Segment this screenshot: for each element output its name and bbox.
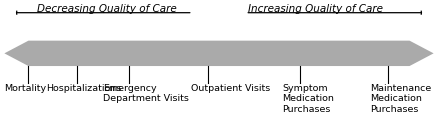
Text: Emergency
Department Visits: Emergency Department Visits	[103, 84, 189, 103]
Text: Increasing Quality of Care: Increasing Quality of Care	[248, 4, 383, 14]
Text: Symptom
Medication
Purchases: Symptom Medication Purchases	[283, 84, 334, 114]
Text: Mortality: Mortality	[4, 84, 46, 93]
Text: Outpatient Visits: Outpatient Visits	[191, 84, 270, 93]
Text: Hospitalizations: Hospitalizations	[46, 84, 121, 93]
Text: Maintenance
Medication
Purchases: Maintenance Medication Purchases	[370, 84, 431, 114]
Text: Decreasing Quality of Care: Decreasing Quality of Care	[37, 4, 177, 14]
Polygon shape	[4, 41, 434, 66]
